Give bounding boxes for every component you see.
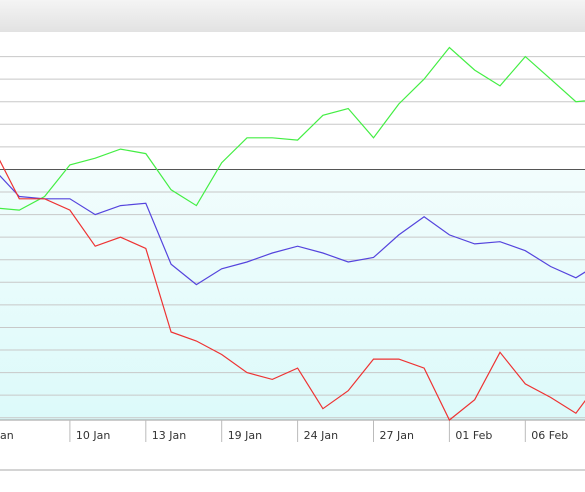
x-tick-label: 06 Feb: [531, 429, 568, 442]
x-tick-label: 10 Jan: [76, 429, 110, 442]
x-tick-label: 24 Jan: [304, 429, 338, 442]
series-line: [0, 46, 585, 211]
threshold-zone: [0, 170, 585, 420]
x-tick-label: 27 Jan: [380, 429, 414, 442]
series-line: [0, 174, 585, 286]
x-tick-label: 19 Jan: [228, 429, 262, 442]
series-line: [0, 159, 585, 421]
x-tick-label: 13 Jan: [152, 429, 186, 442]
x-tick-label: 01 Feb: [455, 429, 492, 442]
x-tick-label: an: [0, 429, 14, 442]
header-bar: [0, 0, 585, 32]
